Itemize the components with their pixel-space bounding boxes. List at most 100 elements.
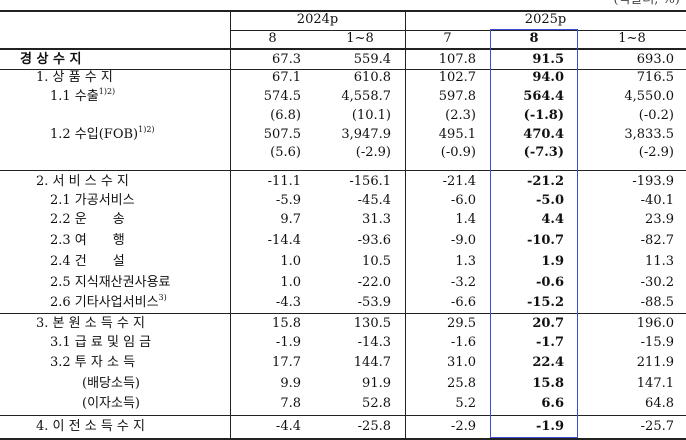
row-label: 3. 본 원 소 득 수 지 [36, 316, 145, 331]
footnote-mark: 1)2) [138, 125, 155, 134]
cell: -5.9 [275, 193, 301, 208]
cell: 130.5 [353, 316, 391, 331]
cell: -4.4 [275, 419, 301, 434]
cell: -14.3 [357, 335, 391, 350]
row-label: 경 상 수 지 [20, 52, 82, 67]
row-label: 1.2 수입(FOB)1)2) [50, 125, 155, 143]
cell: 1.4 [455, 212, 476, 227]
cell: -156.1 [349, 174, 391, 189]
cell: 15.8 [272, 316, 301, 331]
cell: -6.6 [450, 295, 476, 310]
cell: 31.3 [362, 212, 391, 227]
cell: -30.2 [640, 275, 674, 290]
cell: 11.3 [645, 254, 674, 269]
footnote-mark: 3) [158, 293, 167, 302]
cell: 1.0 [280, 275, 301, 290]
cell: (-7.3) [523, 145, 564, 160]
cell: -88.5 [640, 295, 674, 310]
cell: 211.9 [636, 355, 674, 370]
cell: (2.3) [445, 108, 476, 123]
cell: -82.7 [640, 233, 674, 248]
cell: 574.5 [263, 89, 301, 104]
cell: -2.9 [450, 419, 476, 434]
cell: (5.6) [270, 145, 301, 160]
cell: -11.1 [267, 174, 301, 189]
cell: 597.8 [438, 89, 476, 104]
cell: -93.6 [357, 233, 391, 248]
row-label: 1. 상 품 수 지 [36, 70, 113, 85]
rule [0, 69, 686, 70]
cell: -3.2 [450, 275, 476, 290]
cell: 10.5 [362, 254, 391, 269]
cell: -21.2 [526, 174, 564, 189]
cell: 559.4 [353, 52, 391, 67]
rule [0, 48, 686, 50]
year-header: 2025p [524, 12, 567, 27]
cell: -25.7 [640, 419, 674, 434]
cell: 20.7 [532, 316, 564, 331]
cell: 31.0 [447, 355, 476, 370]
cell: -1.9 [275, 335, 301, 350]
row-label: 3.1 급 료 및 임 금 [50, 335, 152, 350]
unit: (억달러, %) [613, 0, 680, 9]
cell: 67.1 [272, 70, 301, 85]
month-header: 7 [443, 31, 452, 46]
cell: -45.4 [357, 193, 391, 208]
cell: -22.0 [357, 275, 391, 290]
cell: 1.9 [541, 254, 564, 269]
cell: 22.4 [532, 355, 564, 370]
cell: -40.1 [640, 193, 674, 208]
cell: 9.9 [280, 376, 301, 391]
row-label: 2.5 지식재산권사용료 [50, 275, 171, 290]
rule [0, 170, 686, 171]
cell: -1.7 [535, 335, 564, 350]
cell: 107.8 [438, 52, 476, 67]
rule [0, 415, 686, 416]
cell: 3,833.5 [624, 127, 674, 142]
cell: -193.9 [632, 174, 674, 189]
footnote-mark: 1)2) [98, 87, 116, 96]
cell: -0.6 [535, 275, 564, 290]
cell: 147.1 [636, 376, 674, 391]
cell: 1.0 [280, 254, 301, 269]
cell: 470.4 [523, 127, 564, 142]
cell: -53.9 [357, 295, 391, 310]
cell: 52.8 [362, 396, 391, 411]
cell: 564.4 [523, 89, 564, 104]
row-label: 3.2 투 자 소 득 [50, 355, 136, 370]
cell: 507.5 [263, 127, 301, 142]
row-label: 2.3 여 행 [50, 233, 125, 248]
cell: 1.3 [455, 254, 476, 269]
cell: 7.8 [280, 396, 301, 411]
cell: 716.5 [636, 70, 674, 85]
cell: 4,550.0 [624, 89, 674, 104]
cell: 91.9 [362, 376, 391, 391]
cell: (10.1) [351, 108, 391, 123]
cell: 67.3 [272, 52, 301, 67]
cell: 4,558.7 [341, 89, 391, 104]
cell: 4.4 [541, 212, 564, 227]
rule [0, 10, 686, 12]
cell: 64.8 [645, 396, 674, 411]
month-header: 8 [529, 31, 539, 46]
cell: 495.1 [438, 127, 476, 142]
cell: 23.9 [645, 212, 674, 227]
row-label: 2. 서 비 스 수 지 [36, 174, 129, 189]
cell: 610.8 [353, 70, 391, 85]
cell: (-2.9) [355, 145, 391, 160]
cell: -5.0 [535, 193, 564, 208]
row-label: 4. 이 전 소 득 수 지 [36, 419, 145, 434]
month-header: 1~8 [618, 31, 646, 46]
cell: -4.3 [275, 295, 301, 310]
row-label: 2.4 건 설 [50, 254, 125, 269]
cell: 15.8 [532, 376, 564, 391]
cell: -25.8 [357, 419, 391, 434]
cell: (-2.9) [638, 145, 674, 160]
cell: 6.6 [541, 396, 564, 411]
row-label: 2.6 기타사업서비스3) [50, 293, 167, 311]
cell: 29.5 [447, 316, 476, 331]
cell: 91.5 [532, 52, 564, 67]
cell: -15.2 [526, 295, 564, 310]
cell: -10.7 [526, 233, 564, 248]
row-label: (이자소득) [82, 396, 140, 411]
